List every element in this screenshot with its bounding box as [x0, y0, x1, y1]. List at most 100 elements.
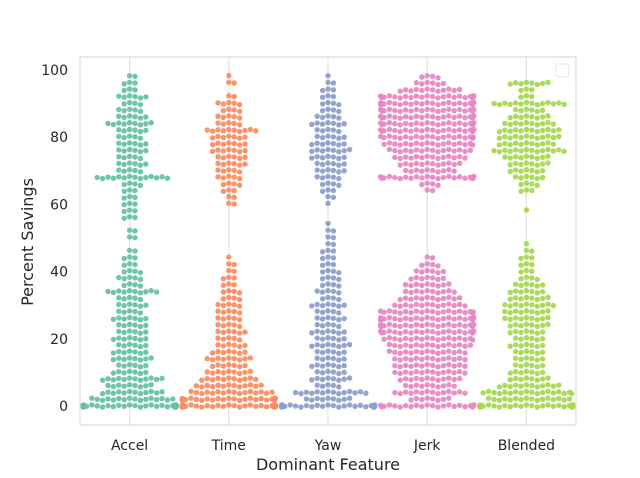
data-point	[226, 341, 232, 348]
data-point	[121, 208, 127, 215]
data-point	[215, 127, 221, 133]
data-point	[512, 315, 519, 321]
data-point	[236, 142, 243, 148]
data-point	[429, 87, 436, 93]
series-time	[179, 72, 279, 410]
data-point	[314, 362, 320, 368]
data-point	[386, 113, 393, 119]
data-point	[137, 148, 144, 155]
data-point	[325, 288, 331, 294]
data-point	[512, 301, 519, 308]
data-point	[429, 349, 436, 355]
data-point	[121, 134, 127, 141]
data-point	[534, 128, 540, 135]
data-point	[545, 99, 551, 106]
data-point	[346, 402, 353, 408]
data-point	[502, 382, 508, 389]
data-point	[126, 288, 133, 294]
data-point	[529, 107, 535, 113]
data-point	[440, 376, 447, 382]
data-point	[419, 168, 425, 174]
data-point	[330, 154, 337, 160]
data-point	[336, 296, 342, 303]
data-point	[126, 328, 133, 334]
data-point	[462, 350, 468, 356]
data-point	[462, 343, 468, 349]
data-point	[220, 275, 227, 282]
data-point	[143, 289, 149, 295]
data-point	[99, 397, 106, 404]
data-point	[330, 376, 337, 382]
data-point	[336, 115, 342, 121]
data-point	[392, 342, 398, 349]
data-point	[496, 390, 503, 397]
data-point	[325, 113, 331, 119]
data-point	[518, 181, 524, 188]
data-point	[446, 153, 452, 160]
data-point	[121, 114, 127, 121]
data-point	[512, 167, 519, 173]
data-point	[226, 167, 232, 173]
data-point	[462, 175, 468, 181]
data-point	[446, 93, 452, 99]
data-point	[397, 135, 403, 141]
data-point	[226, 153, 232, 160]
data-point	[518, 81, 524, 87]
data-point	[231, 335, 237, 342]
data-point	[556, 100, 562, 106]
data-point	[397, 310, 403, 316]
data-point	[346, 388, 353, 395]
data-point	[523, 368, 530, 375]
data-point	[341, 302, 347, 308]
data-point	[413, 100, 420, 106]
data-point	[419, 107, 425, 114]
data-point	[330, 329, 337, 335]
data-point	[292, 403, 299, 409]
data-point	[215, 315, 221, 321]
data-point	[446, 328, 452, 334]
data-point	[518, 148, 524, 154]
data-point	[397, 155, 403, 162]
data-point	[325, 328, 331, 334]
data-point	[502, 120, 508, 127]
data-point	[456, 106, 463, 113]
data-point	[137, 303, 144, 309]
data-point	[523, 160, 530, 166]
data-point	[496, 148, 503, 155]
data-point	[330, 369, 337, 375]
data-point	[413, 174, 420, 180]
data-point	[435, 101, 441, 108]
data-point	[336, 162, 342, 168]
data-point	[236, 316, 243, 323]
data-point	[424, 99, 430, 106]
data-point	[220, 336, 227, 342]
data-point	[419, 403, 425, 410]
data-point	[121, 168, 127, 174]
data-point	[325, 382, 331, 388]
data-points	[80, 72, 576, 410]
data-point	[236, 128, 243, 135]
data-point	[242, 362, 248, 369]
data-point	[325, 153, 331, 160]
data-point	[451, 302, 457, 309]
data-point	[132, 167, 138, 174]
data-point	[496, 397, 503, 404]
data-point	[392, 94, 398, 100]
data-point	[451, 296, 457, 302]
data-point	[132, 376, 138, 382]
data-point	[116, 133, 122, 140]
data-point	[116, 174, 122, 180]
data-point	[419, 396, 425, 403]
data-point	[99, 377, 106, 383]
data-point	[429, 107, 436, 113]
data-point	[518, 323, 524, 329]
data-point	[402, 288, 409, 295]
data-point	[377, 316, 384, 323]
data-point	[242, 147, 248, 154]
data-point	[397, 88, 403, 94]
data-point	[116, 395, 122, 402]
data-point	[451, 336, 457, 342]
data-point	[137, 390, 144, 397]
data-point	[116, 113, 122, 120]
data-point	[215, 167, 221, 173]
